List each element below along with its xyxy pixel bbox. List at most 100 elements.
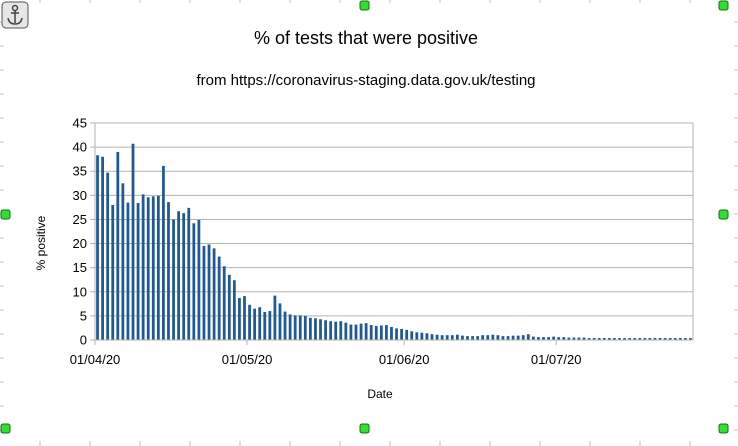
bar [678, 338, 682, 340]
bar [349, 324, 353, 340]
bar-series [96, 143, 692, 340]
bar [405, 329, 409, 340]
bar [613, 338, 616, 340]
bar [547, 337, 550, 340]
bar [618, 338, 621, 340]
resize-handle-top-right[interactable] [718, 0, 729, 11]
x-tick-label: 01/04/20 [70, 352, 121, 367]
bar [496, 335, 500, 340]
bar [329, 321, 333, 340]
y-tick-label: 20 [73, 236, 87, 251]
resize-handle-top-center[interactable] [359, 0, 370, 11]
top-ruler [39, 0, 691, 3]
bar [364, 323, 368, 340]
bar [577, 337, 581, 340]
resize-handle-bottom-left[interactable] [0, 423, 11, 434]
bar [111, 204, 115, 340]
bar [288, 314, 292, 340]
y-tick-label: 5 [80, 308, 87, 323]
bar [506, 336, 510, 340]
bar [552, 336, 556, 340]
bar [167, 202, 170, 340]
y-tick-label: 35 [73, 164, 87, 179]
bar [116, 151, 120, 340]
left-ruler [0, 21, 4, 431]
bar [582, 337, 586, 340]
bar [486, 335, 490, 340]
bar [521, 335, 525, 340]
bar [658, 338, 662, 340]
bar [440, 335, 444, 340]
bar [410, 331, 414, 340]
x-tick-label: 01/05/20 [222, 352, 273, 367]
bar [273, 295, 277, 340]
bar [537, 337, 540, 340]
resize-handle-bottom-center[interactable] [359, 423, 370, 434]
bar [238, 298, 241, 340]
bar [248, 304, 251, 340]
right-ruler [734, 21, 738, 431]
resize-handle-middle-right[interactable] [718, 209, 729, 220]
y-axis-title: % positive [34, 215, 48, 270]
bar [668, 338, 672, 340]
bar [385, 325, 388, 340]
bar [187, 207, 191, 340]
bar [435, 334, 439, 340]
bar [222, 266, 226, 340]
bar [278, 303, 282, 340]
bar [182, 213, 186, 340]
bar [136, 203, 140, 340]
bar [359, 323, 363, 340]
x-tick-label: 01/06/20 [379, 352, 430, 367]
bar [572, 337, 576, 340]
bar [663, 338, 667, 340]
chart-title: % of tests that were positive [254, 28, 478, 48]
bar [202, 245, 206, 340]
bar [303, 315, 307, 340]
bar [673, 338, 677, 340]
bar [562, 337, 566, 340]
bar [243, 296, 246, 340]
bar [298, 315, 302, 340]
bar [232, 280, 236, 340]
bar [131, 143, 135, 340]
bar [151, 196, 155, 340]
bar [684, 338, 687, 340]
bar [633, 338, 637, 340]
bar [430, 334, 434, 340]
y-tick-label: 40 [73, 140, 87, 155]
bar [471, 336, 474, 340]
resize-handle-bottom-right[interactable] [718, 423, 729, 434]
bar [602, 338, 606, 340]
y-tick-label: 10 [73, 284, 87, 299]
bar [653, 338, 657, 340]
bar [258, 307, 262, 340]
bar [400, 328, 403, 340]
bar [516, 335, 520, 340]
bar [542, 337, 545, 340]
bar [197, 219, 201, 340]
bar [628, 338, 632, 340]
bar [643, 338, 647, 340]
bar [121, 183, 125, 340]
bar [162, 165, 165, 340]
bar [374, 326, 378, 340]
bar [476, 336, 480, 340]
bar [461, 335, 464, 340]
bar [511, 335, 515, 340]
bar [344, 322, 348, 340]
bar [531, 336, 535, 340]
bar [390, 326, 393, 340]
bar [212, 248, 216, 340]
bar [141, 194, 145, 340]
bar [466, 336, 469, 340]
anchor-icon[interactable] [1, 1, 29, 29]
bar [324, 320, 327, 340]
bar [623, 338, 626, 340]
bar [283, 311, 287, 340]
bar [101, 156, 104, 340]
bar [557, 337, 561, 340]
resize-handle-middle-left[interactable] [0, 209, 11, 220]
bar [587, 338, 591, 340]
